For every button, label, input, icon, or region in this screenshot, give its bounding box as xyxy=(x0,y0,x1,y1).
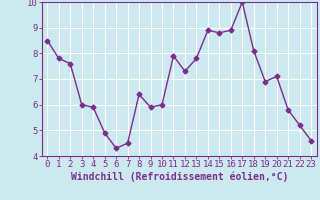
X-axis label: Windchill (Refroidissement éolien,°C): Windchill (Refroidissement éolien,°C) xyxy=(70,172,288,182)
